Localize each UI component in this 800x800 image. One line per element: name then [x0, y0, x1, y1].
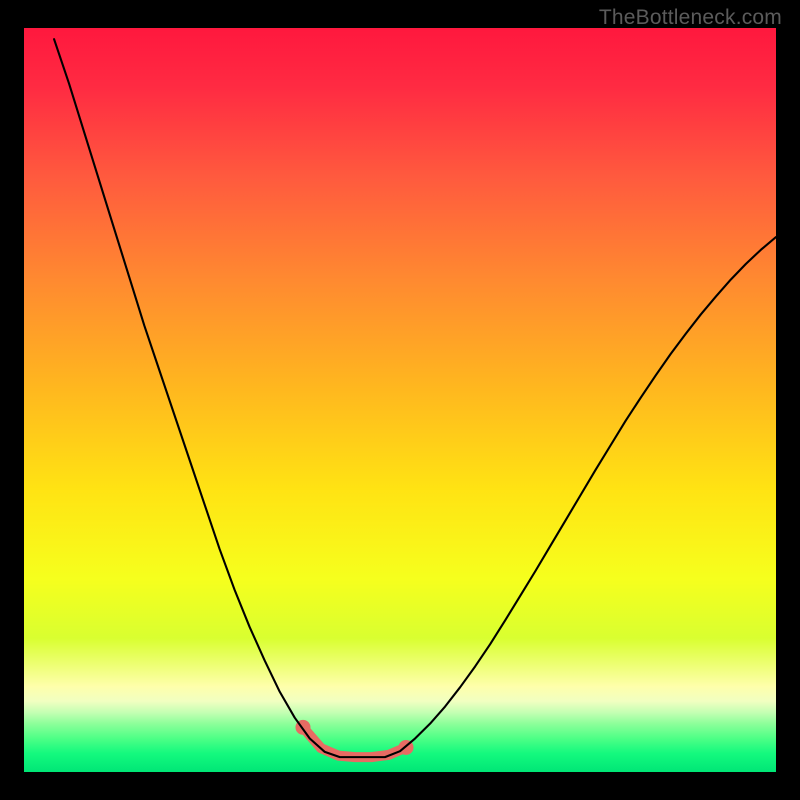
- bottleneck-chart: [24, 28, 776, 772]
- watermark-text: TheBottleneck.com: [599, 6, 782, 30]
- gradient-background: [24, 28, 776, 772]
- plot-area: [24, 28, 776, 772]
- chart-container: TheBottleneck.com: [0, 0, 800, 800]
